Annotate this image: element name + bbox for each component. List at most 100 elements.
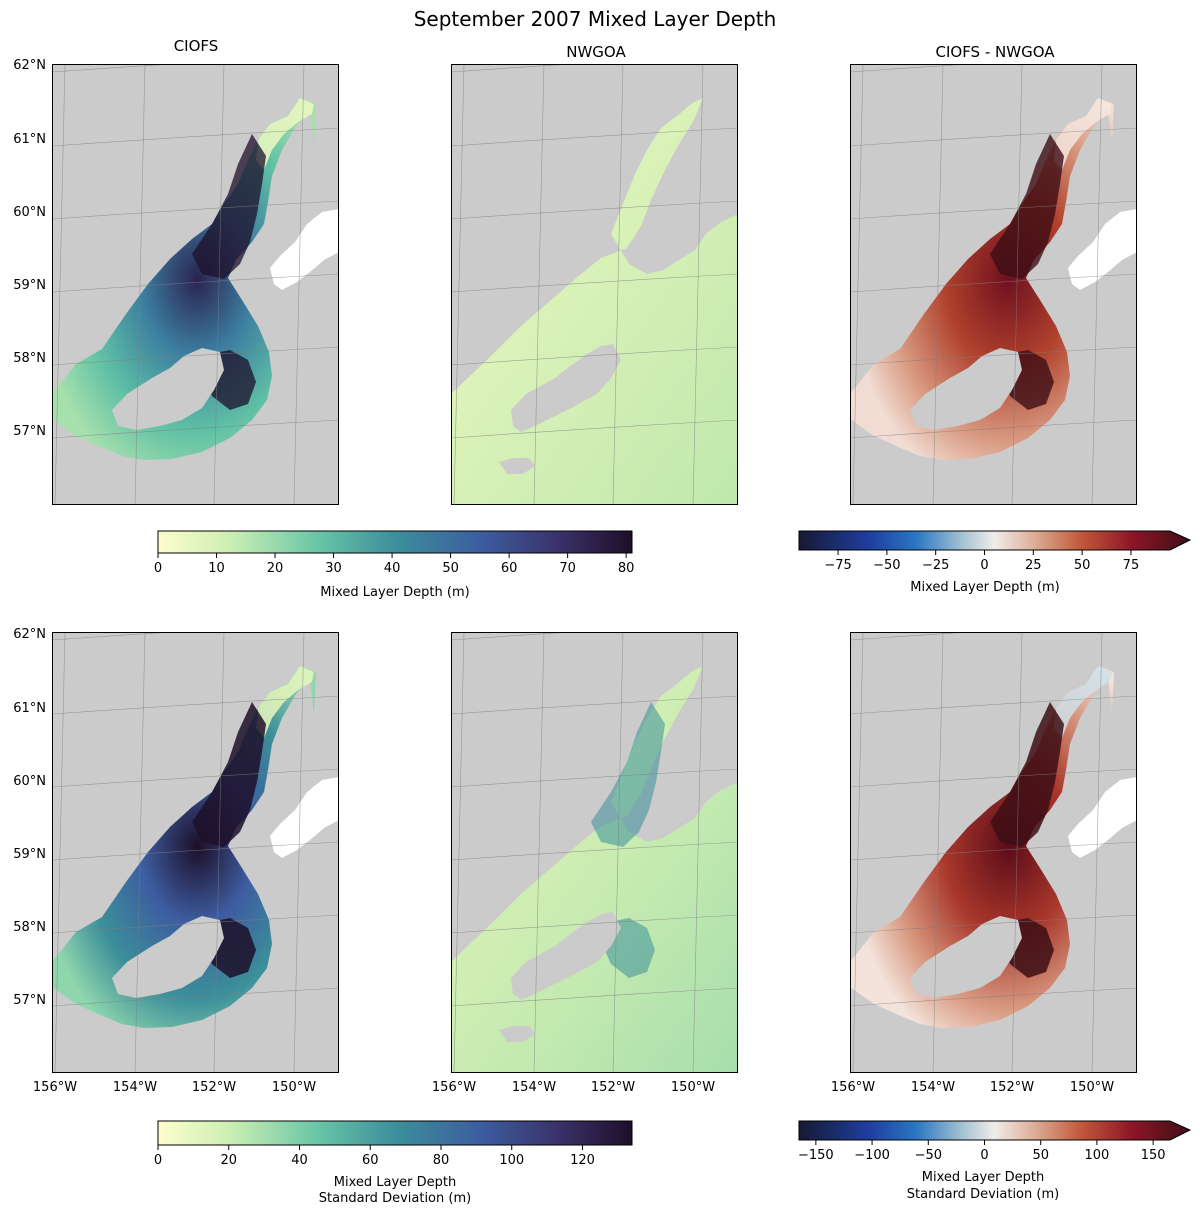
lon-tick-152-c3: 152°W [990, 1080, 1034, 1095]
lon-tick-150-c3: 150°W [1070, 1080, 1114, 1095]
colorbar-label-line2: Standard Deviation (m) [907, 1187, 1059, 1202]
lon-tick-154-c1: 154°W [113, 1080, 157, 1095]
longitude-gridline [1091, 64, 1103, 505]
colorbar-ticks: −150 −100 −50 0 50 100 150 [798, 1140, 1166, 1163]
longitude-gridline [612, 64, 624, 505]
trinity-islands [499, 1026, 535, 1042]
colorbar-sd-diverging: −150 −100 −50 0 50 100 150 Mixed Layer Depth S… [798, 1120, 1192, 1202]
latitude-gridline [850, 987, 1137, 1007]
colorbar-tick-label: 75 [1123, 558, 1140, 573]
latitude-gridline [451, 768, 738, 788]
latitude-gridline [451, 346, 738, 366]
latitude-gridline [850, 768, 1137, 788]
lat-tick-57-bottom: 57°N [13, 993, 46, 1008]
upper-inlet-field [1054, 666, 1112, 738]
colorbar-tick-label: 50 [1074, 558, 1091, 573]
map-panel-content [850, 64, 1137, 505]
colorbar-label: Mixed Layer Depth (m) [320, 585, 469, 600]
trinity-islands [100, 1026, 136, 1042]
latitude-gridline [451, 632, 576, 641]
colorbar-tick-label: −100 [854, 1148, 890, 1163]
core-field [192, 702, 266, 847]
lat-tick-58-top: 58°N [13, 351, 46, 366]
upper-inlet-field [1054, 98, 1112, 170]
map-panel-content [451, 632, 738, 1073]
upper-inlet-field [256, 98, 314, 170]
longitude-gridline [1091, 632, 1103, 1073]
map-panel-6 [850, 632, 1137, 1073]
latitude-gridline [52, 768, 339, 788]
no-data-ocean [270, 209, 339, 505]
latitude-gridline [850, 914, 1137, 934]
longitude-gridline [213, 64, 225, 505]
latitude-gridline [52, 200, 339, 220]
lon-tick-152-c2: 152°W [591, 1080, 635, 1095]
longitude-gridline [54, 64, 66, 505]
colorbar-tick-label: 0 [154, 1153, 162, 1168]
colorbar-label-line1: Mixed Layer Depth [922, 1170, 1044, 1185]
colorbar-ticks: −75 −50 −25 0 25 50 75 [824, 550, 1139, 573]
colorbar-tick-label: 60 [362, 1153, 379, 1168]
latitude-gridline [52, 987, 339, 1007]
colorbar-tick-label: 80 [433, 1153, 450, 1168]
colorbar-tick-label: 100 [1085, 1148, 1110, 1163]
colorbar-sd-sequential: 0 20 40 60 80 100 120 Mixed Layer Depth Standa… [154, 1120, 633, 1206]
lon-tick-154-c2: 154°W [512, 1080, 556, 1095]
no-data-ocean [1068, 777, 1137, 1073]
longitude-gridline [134, 632, 146, 1073]
colorbar-tick-label: 120 [570, 1153, 595, 1168]
latitude-gridline [451, 200, 738, 220]
latitude-gridline [52, 914, 339, 934]
latitude-gridline [850, 632, 975, 641]
trinity-islands [100, 458, 136, 474]
map-panel-4 [52, 632, 339, 1073]
core-field [192, 134, 266, 279]
lon-tick-156-c2: 156°W [432, 1080, 476, 1095]
lat-tick-62-bottom: 62°N [13, 627, 46, 642]
longitude-gridline [612, 632, 624, 1073]
trinity-islands [898, 458, 934, 474]
map-panel-content [451, 64, 738, 505]
longitude-gridline [213, 632, 225, 1073]
lat-tick-62-top: 62°N [13, 58, 46, 73]
colorbar-mean-diverging: −75 −50 −25 0 25 50 75 Mixed Layer Depth (m) [798, 530, 1192, 595]
colorbar-gradient [798, 530, 1192, 551]
trinity-islands [499, 458, 535, 474]
longitude-labels: 156°W 154°W 152°W 150°W 156°W 154°W 152°… [33, 1080, 1114, 1095]
latitude-gridline [850, 346, 1137, 366]
core-field [990, 702, 1064, 847]
map-panel-1 [52, 64, 339, 505]
colorbar-tick-label: 100 [499, 1153, 524, 1168]
latitude-gridline [52, 632, 177, 641]
colorbar-label-line1: Mixed Layer Depth [334, 1175, 456, 1190]
colorbar-gradient [798, 1120, 1192, 1141]
longitude-gridline [453, 632, 465, 1073]
longitude-gridline [692, 632, 704, 1073]
colorbar-label-line2: Standard Deviation (m) [319, 1191, 471, 1206]
colorbar-tick-label: −25 [922, 558, 949, 573]
latitude-gridline [52, 346, 339, 366]
no-data-ocean [1068, 209, 1137, 505]
lat-tick-60-bottom: 60°N [13, 774, 46, 789]
panel-frame [52, 632, 339, 1073]
figure-title: September 2007 Mixed Layer Depth [414, 7, 777, 31]
latitude-labels: 62°N 61°N 60°N 59°N 58°N 57°N 62°N 61°N … [13, 58, 46, 1008]
colorbar-tick-label: 10 [208, 561, 225, 576]
latitude-gridline [850, 419, 1137, 439]
colorbar-tick-label: −75 [824, 558, 851, 573]
lon-tick-154-c3: 154°W [911, 1080, 955, 1095]
kodiak-island [112, 916, 224, 998]
map-panel-content [850, 632, 1137, 1073]
panel-title-nwgoa: NWGOA [566, 43, 626, 61]
latitude-gridline [451, 273, 738, 293]
panel-frame [850, 64, 1137, 505]
longitude-gridline [1011, 632, 1023, 1073]
latitude-gridline [850, 200, 1137, 220]
longitude-gridline [1011, 64, 1023, 505]
colorbar-tick-label: 30 [325, 561, 342, 576]
latitude-gridline [451, 914, 738, 934]
colorbar-gradient [157, 1120, 633, 1146]
map-panel-5 [451, 632, 738, 1073]
panel-frame [451, 64, 738, 505]
panel-frame [52, 64, 339, 505]
